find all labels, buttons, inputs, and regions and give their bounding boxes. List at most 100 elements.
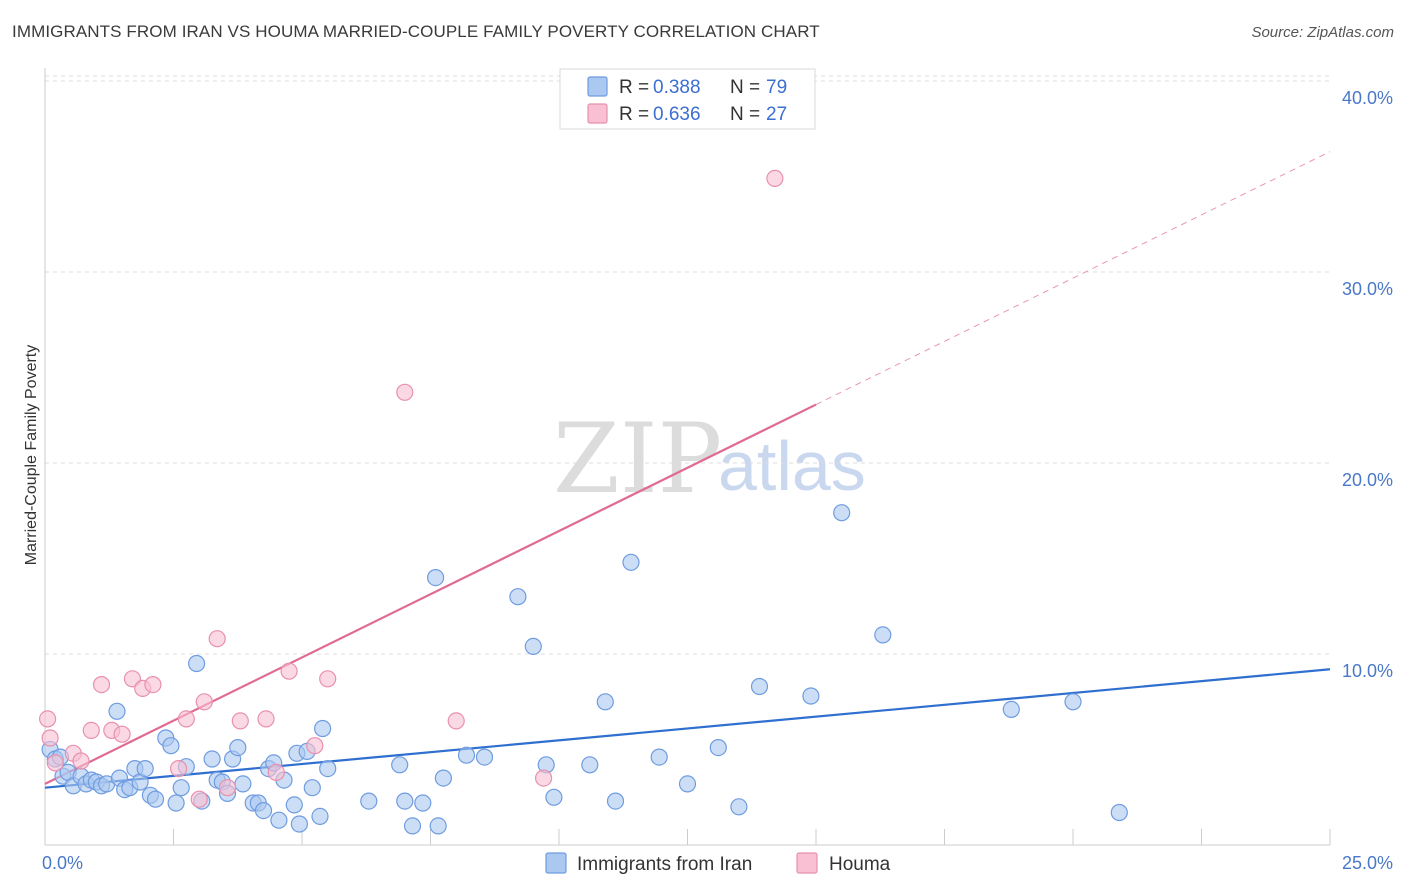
point-iran-64 — [581, 756, 599, 774]
trend-line-houma-extrapolated — [815, 151, 1331, 406]
point-iran-33 — [229, 738, 247, 757]
point-iran-71 — [730, 798, 748, 816]
point-iran-70 — [709, 738, 727, 757]
point-houma-1 — [41, 729, 59, 747]
point-iran-43 — [290, 815, 308, 833]
point-iran-46 — [303, 779, 321, 797]
point-iran-42 — [285, 796, 303, 814]
point-iran-51 — [391, 756, 409, 774]
trend-line-houma — [44, 403, 817, 785]
y-tick-labels: 10.0% 20.0% 30.0% 40.0% — [1342, 88, 1393, 681]
point-houma-0 — [38, 710, 57, 728]
point-iran-65 — [596, 693, 614, 711]
point-iran-40 — [270, 811, 288, 829]
point-houma-4 — [72, 752, 90, 770]
point-houma-25 — [447, 712, 465, 730]
y-tick-label-30: 30.0% — [1342, 279, 1393, 299]
chart-title: IMMIGRANTS FROM IRAN VS HOUMA MARRIED-CO… — [12, 22, 820, 41]
point-houma-24 — [396, 383, 414, 401]
point-iran-55 — [427, 568, 445, 587]
point-iran-18 — [136, 759, 154, 778]
point-houma-19 — [257, 710, 275, 728]
point-iran-56 — [429, 817, 447, 835]
x-tick-labels: 0.0% 25.0% — [42, 853, 1393, 873]
point-houma-11 — [144, 675, 162, 694]
point-iran-68 — [650, 748, 668, 766]
point-houma-12 — [170, 759, 188, 778]
point-houma-14 — [190, 790, 208, 808]
legend-r-label-2: R = — [619, 104, 649, 125]
point-iran-52 — [396, 792, 414, 810]
trend-line-iran — [44, 668, 1331, 789]
y-tick-label-40: 40.0% — [1342, 88, 1393, 108]
point-iran-53 — [403, 817, 422, 835]
point-iran-37 — [254, 801, 273, 820]
point-houma-16 — [208, 630, 226, 648]
point-iran-75 — [874, 626, 892, 644]
point-iran-50 — [360, 792, 378, 810]
point-iran-63 — [545, 788, 563, 806]
legend-label-houma: Houma — [829, 854, 891, 875]
x-tick-label-min: 0.0% — [42, 853, 83, 873]
watermark-zip: ZIP — [553, 403, 722, 515]
point-iran-49 — [319, 759, 337, 778]
correlation-legend: R = 0.388 N = 79 R = 0.636 N = 27 — [559, 68, 816, 130]
x-tick-label-max: 25.0% — [1342, 853, 1393, 873]
legend-swatch-houma — [587, 103, 608, 124]
point-iran-59 — [475, 748, 494, 766]
trend-lines — [44, 151, 1331, 789]
point-houma-27 — [766, 169, 784, 187]
point-iran-72 — [750, 677, 769, 696]
point-houma-15 — [195, 693, 213, 711]
point-iran-67 — [622, 553, 640, 571]
legend-swatch-iran-bottom — [545, 852, 567, 874]
point-iran-28 — [203, 750, 221, 768]
series-legend: Immigrants from Iran Houma — [545, 852, 891, 875]
point-houma-6 — [92, 675, 111, 694]
point-iran-34 — [234, 775, 252, 793]
point-houma-17 — [218, 779, 237, 797]
point-iran-26 — [188, 654, 206, 673]
legend-n-value-2: 27 — [766, 104, 787, 125]
point-iran-74 — [833, 504, 851, 522]
point-iran-78 — [1110, 803, 1128, 822]
legend-r-value-1: 0.388 — [653, 77, 701, 98]
point-iran-54 — [414, 794, 432, 812]
point-houma-22 — [306, 737, 324, 755]
point-iran-76 — [1002, 700, 1020, 719]
gridlines — [45, 75, 1330, 655]
point-iran-20 — [146, 790, 165, 808]
point-iran-24 — [172, 779, 190, 797]
point-iran-66 — [606, 792, 625, 810]
y-axis-label: Married-Couple Family Poverty — [23, 345, 40, 566]
point-iran-61 — [524, 637, 542, 656]
data-points — [38, 169, 1128, 835]
point-iran-22 — [162, 737, 180, 755]
point-iran-57 — [434, 769, 452, 787]
point-houma-13 — [177, 710, 195, 728]
point-houma-8 — [113, 725, 131, 743]
point-iran-12 — [108, 702, 126, 720]
point-houma-2 — [46, 754, 64, 772]
legend-n-label-1: N = — [730, 77, 760, 98]
point-houma-20 — [267, 763, 285, 782]
legend-r-value-2: 0.636 — [653, 104, 701, 125]
point-iran-23 — [167, 794, 185, 812]
point-houma-26 — [534, 769, 553, 787]
legend-swatch-houma-bottom — [796, 852, 818, 874]
legend-swatch-iran — [587, 76, 608, 97]
legend-n-label-2: N = — [730, 104, 760, 125]
legend-label-iran: Immigrants from Iran — [577, 854, 752, 875]
point-iran-47 — [311, 807, 329, 826]
legend-r-label-1: R = — [619, 77, 649, 98]
point-houma-18 — [231, 712, 249, 730]
point-iran-48 — [314, 719, 332, 738]
point-iran-60 — [509, 588, 527, 606]
point-houma-23 — [319, 670, 337, 688]
point-iran-69 — [678, 775, 697, 793]
source-label: Source: ZipAtlas.com — [1251, 24, 1394, 41]
y-tick-label-20: 20.0% — [1342, 470, 1393, 490]
y-tick-label-10: 10.0% — [1342, 661, 1393, 681]
point-iran-58 — [457, 746, 476, 764]
